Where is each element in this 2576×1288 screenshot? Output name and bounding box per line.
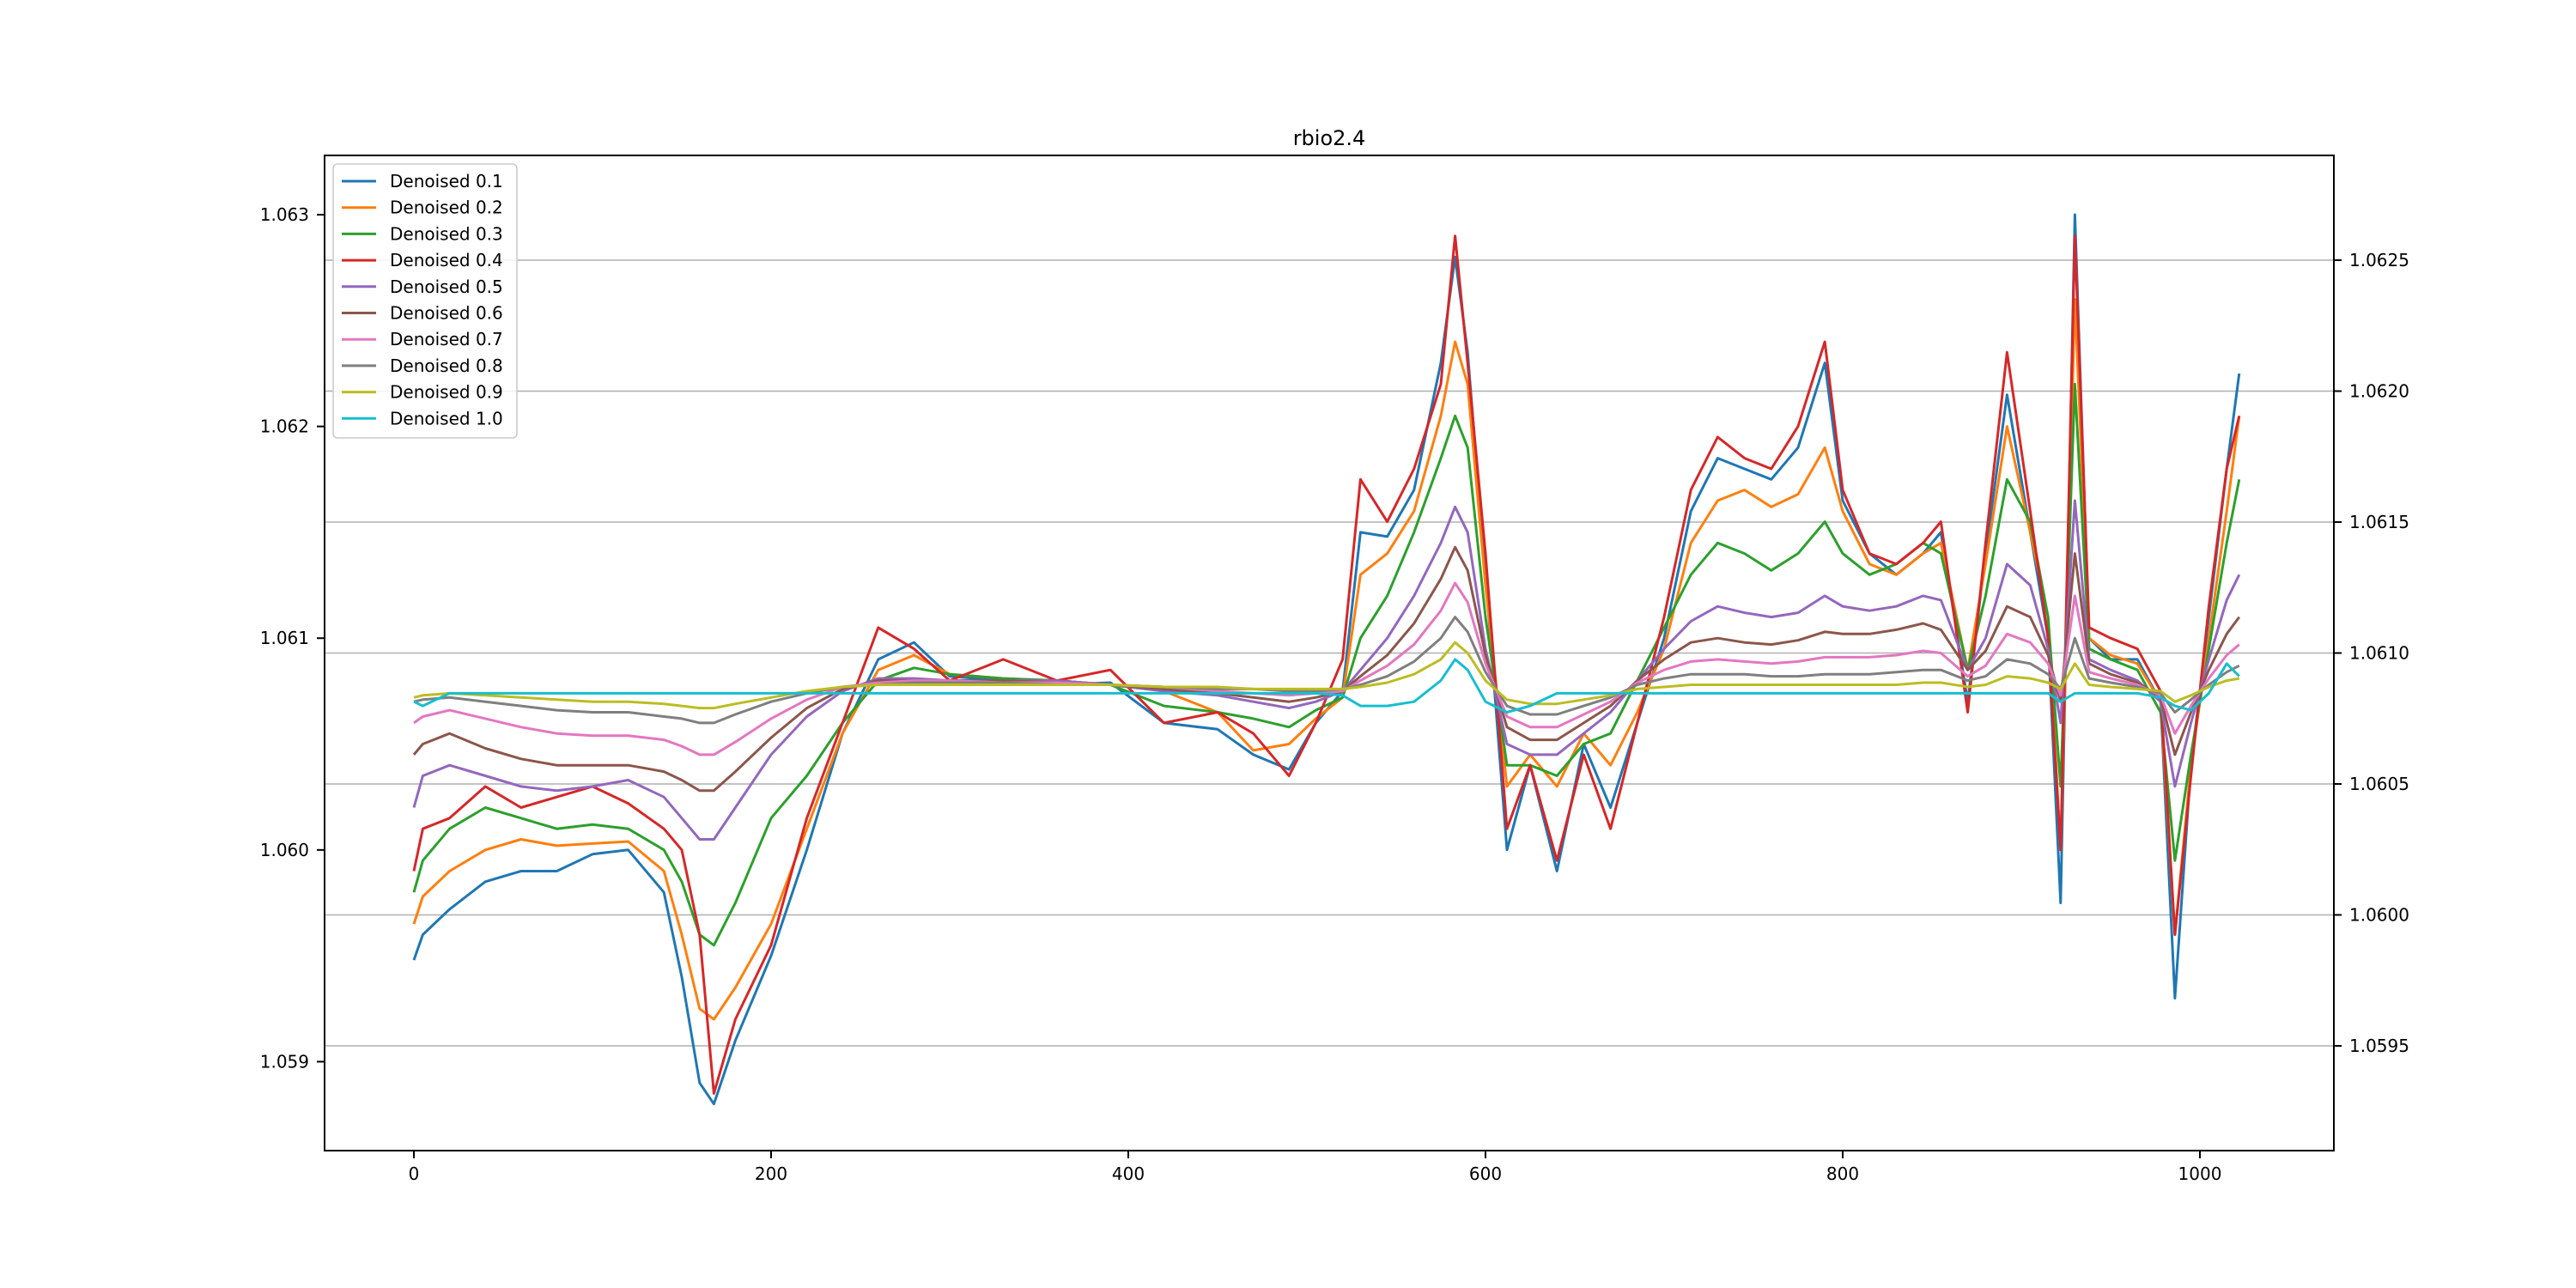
y-right-tick-label: 1.0610	[2349, 643, 2409, 664]
y-right-tick-label: 1.0605	[2349, 774, 2409, 794]
x-tick-label: 0	[409, 1163, 420, 1184]
legend-box	[332, 163, 518, 439]
series-line	[413, 641, 2240, 710]
legend-label: Denoised 0.3	[390, 223, 503, 244]
legend-label: Denoised 0.4	[390, 250, 503, 270]
x-tick-label: 600	[1469, 1163, 1502, 1184]
y-right-tick-label: 1.0625	[2349, 250, 2409, 270]
legend-label: Denoised 0.7	[390, 329, 503, 349]
y-right-tick-label: 1.0615	[2349, 512, 2409, 532]
y-right-tick-label: 1.0595	[2349, 1036, 2409, 1056]
x-tick-label: 800	[1826, 1163, 1859, 1184]
y-left-tick-label: 1.059	[260, 1051, 309, 1072]
legend-label: Denoised 0.8	[390, 355, 503, 376]
y-left-tick-label: 1.063	[260, 204, 309, 225]
axes: 0 200 400 600 800 1000 1.059 1.060 1.061 1.062 1.0…	[260, 155, 2409, 1184]
series-line	[412, 499, 2241, 841]
legend-label: Denoised 1.0	[390, 408, 503, 428]
y-right-tick-label: 1.0600	[2349, 905, 2409, 926]
legend-label: Denoised 0.6	[390, 303, 503, 324]
chart-title: rbio2.4	[1293, 126, 1366, 150]
series-line	[412, 545, 2241, 793]
grid	[325, 259, 2334, 1047]
y-left-tick-label: 1.060	[260, 840, 309, 860]
y-left-tick-label: 1.062	[260, 416, 309, 437]
series-line	[412, 234, 2241, 1095]
series-line	[413, 616, 2240, 725]
x-tick-label: 200	[755, 1163, 787, 1184]
legend-label: Denoised 0.1	[390, 171, 503, 191]
series-line	[413, 581, 2240, 756]
legend-label: Denoised 0.9	[390, 382, 503, 403]
series-lines	[412, 213, 2241, 1106]
y-right-tick-label: 1.0620	[2349, 381, 2409, 402]
x-tick-label: 400	[1112, 1163, 1145, 1184]
y-left-tick-label: 1.061	[260, 628, 309, 648]
legend-label: Denoised 0.5	[390, 276, 503, 297]
legend: Denoised 0.1 Denoised 0.2 Denoised 0.3 Deno…	[332, 163, 518, 439]
series-line	[413, 658, 2240, 714]
legend-label: Denoised 0.2	[390, 197, 503, 218]
series-line	[412, 382, 2241, 947]
x-tick-label: 1000	[2178, 1163, 2222, 1184]
